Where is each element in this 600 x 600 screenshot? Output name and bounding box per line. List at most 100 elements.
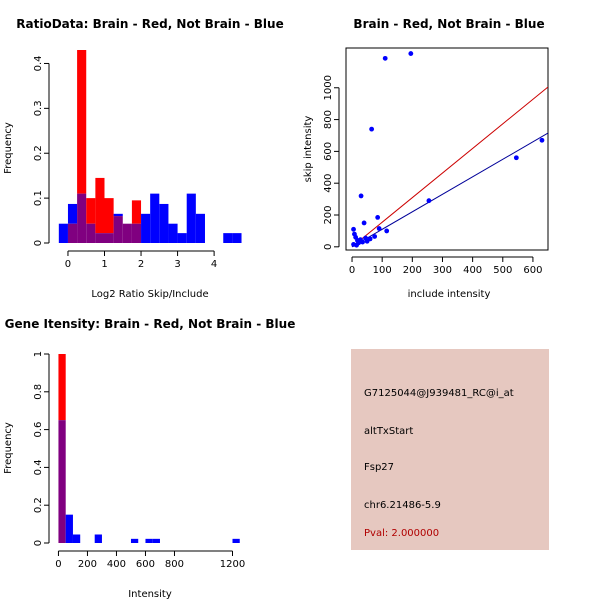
intensity-y-tick-label: 0.6: [33, 422, 44, 438]
scatter-x-tick-label: 600: [523, 265, 542, 276]
scatter-point: [358, 237, 363, 243]
ratio-bar-not-brain: [141, 213, 151, 243]
ratio-bar-not-brain: [67, 203, 78, 224]
ratio-bar-overlap: [113, 216, 123, 243]
scatter-ylabel: skip intensity: [303, 116, 314, 183]
ratio-bar-overlap: [131, 223, 142, 243]
intensity-y-tick-label: 0.2: [33, 497, 44, 513]
scatter-y-tick-label: 400: [323, 174, 334, 193]
scatter-xlabel: include intensity: [408, 289, 491, 300]
scatter-point: [354, 242, 359, 248]
scatter-x-tick-label: 500: [493, 265, 512, 276]
scatter-point: [369, 126, 375, 132]
gene-name: Fsp27: [364, 462, 394, 473]
info-panel: G7125044@J939481_RC@i_at altTxStart Fsp2…: [351, 349, 549, 550]
ratio-bar-not-brain: [150, 193, 160, 243]
intensity-y-tick-label: 0.8: [33, 384, 44, 400]
intensity-x-tick-label: 400: [107, 559, 126, 570]
ratio-bar-not-brain: [223, 233, 233, 243]
probe-id: G7125044@J939481_RC@i_at: [364, 388, 514, 399]
ratio-bar-brain: [104, 198, 114, 234]
ratio-histogram-xlabel: Log2 Ratio Skip/Include: [91, 289, 208, 300]
scatter-x-tick-label: 300: [433, 265, 452, 276]
intensity-x-tick-label: 600: [136, 559, 155, 570]
intensity-histogram-ylabel: Frequency: [3, 422, 14, 474]
ratio-bar-not-brain: [168, 223, 178, 243]
intensity-bar-not-brain: [94, 534, 102, 543]
intensity-y-tick-label: 1: [33, 351, 44, 357]
ratio-y-tick-label: 0.3: [33, 100, 44, 116]
scatter-point: [382, 55, 388, 61]
intensity-histogram-title: Gene Itensity: Brain - Red, Not Brain - …: [5, 317, 296, 331]
ratio-bar-brain: [86, 198, 96, 224]
intensity-histogram-xlabel: Intensity: [128, 589, 172, 600]
ratio-bar-overlap: [122, 223, 132, 243]
scatter-y-tick-label: 0: [323, 244, 334, 250]
scatter-point: [376, 226, 382, 231]
scatter-point: [375, 214, 381, 220]
intensity-x-tick-label: 800: [165, 559, 184, 570]
scatter-y-tick-label: 600: [323, 142, 334, 161]
scatter-point: [384, 228, 390, 234]
event-type: altTxStart: [364, 426, 413, 437]
scatter-point: [364, 238, 370, 244]
ratio-bar-brain: [131, 200, 142, 224]
ratio-bar-not-brain: [113, 213, 123, 217]
ratio-bar-not-brain: [58, 223, 68, 243]
ratio-bar-brain: [77, 50, 87, 194]
ratio-x-tick-label: 4: [211, 259, 217, 270]
scatter-fit-line-brain: [351, 86, 548, 248]
intensity-x-tick-label: 1200: [220, 559, 245, 570]
pval-text: Pval: 2.000000: [364, 528, 439, 539]
intensity-x-tick-label: 200: [78, 559, 97, 570]
scatter-point: [361, 220, 367, 226]
intensity-bar-not-brain: [130, 538, 139, 543]
scatter-title: Brain - Red, Not Brain - Blue: [353, 17, 544, 31]
ratio-y-tick-label: 0: [33, 240, 44, 246]
scatter-point: [358, 193, 364, 199]
scatter-point: [426, 198, 432, 204]
scatter-x-tick-label: 400: [463, 265, 482, 276]
intensity-y-tick-label: 0.4: [33, 459, 44, 475]
ratio-histogram-title: RatioData: Brain - Red, Not Brain - Blue: [16, 17, 283, 31]
intensity-bar-not-brain: [152, 538, 160, 543]
ratio-bar-not-brain: [177, 233, 187, 243]
scatter-x-tick-label: 0: [349, 265, 355, 276]
scatter-y-tick-label: 200: [323, 205, 334, 224]
scatter-x-tick-label: 200: [403, 265, 422, 276]
scatter-point: [351, 226, 356, 232]
ratio-x-tick-label: 3: [174, 259, 180, 270]
scatter-point: [408, 51, 414, 56]
ratio-bar-not-brain: [232, 233, 242, 243]
scatter-point: [513, 155, 519, 161]
intensity-bar-not-brain: [145, 538, 153, 543]
intensity-bar-overlap: [58, 420, 66, 543]
ratio-histogram-ylabel: Frequency: [3, 122, 14, 174]
ratio-histogram-panel: RatioData: Brain - Red, Not Brain - Blue…: [3, 17, 284, 300]
genomic-location: chr6.21486-5.9: [364, 500, 441, 511]
ratio-bar-not-brain: [159, 203, 169, 243]
ratio-x-tick-label: 0: [65, 259, 71, 270]
info-panel-background: [351, 349, 549, 550]
scatter-fit-line-not-brain: [351, 132, 548, 248]
ratio-bar-not-brain: [186, 193, 196, 243]
scatter-y-tick-label: 800: [323, 110, 334, 129]
intensity-y-tick-label: 0: [33, 540, 44, 546]
scatter-point: [372, 234, 378, 239]
ratio-y-tick-label: 0.2: [33, 145, 44, 161]
intensity-bar-not-brain: [65, 514, 73, 543]
ratio-bar-not-brain: [195, 213, 205, 243]
ratio-bar-brain: [95, 177, 105, 234]
scatter-panel: Brain - Red, Not Brain - Blue include in…: [303, 17, 549, 300]
intensity-x-tick-label: 0: [55, 559, 61, 570]
ratio-x-tick-label: 2: [138, 259, 144, 270]
ratio-bar-overlap: [67, 223, 78, 243]
intensity-bar-brain: [58, 354, 66, 421]
scatter-x-tick-label: 100: [373, 265, 392, 276]
scatter-y-tick-label: 1000: [323, 75, 334, 100]
scatter-point: [539, 137, 545, 143]
intensity-bar-not-brain: [72, 534, 81, 543]
ratio-bar-overlap: [86, 223, 96, 243]
intensity-histogram-panel: Gene Itensity: Brain - Red, Not Brain - …: [3, 317, 295, 600]
